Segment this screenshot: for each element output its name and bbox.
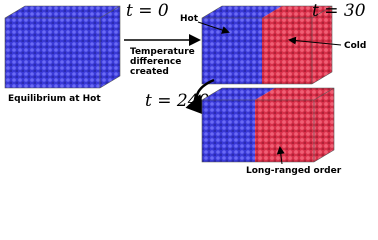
label-hot: Hot	[180, 14, 199, 24]
caption: Long-ranged order	[246, 166, 342, 176]
time-label: t = 240	[145, 91, 210, 111]
time-label: t = 30	[312, 1, 366, 21]
time-label: t = 0	[126, 1, 169, 21]
arrow	[185, 78, 215, 116]
arrow	[197, 21, 230, 34]
label-cold: Cold	[344, 41, 366, 51]
figure: t = 0 Equilibrium at Hot Temperature dif…	[4, 1, 366, 176]
cube-ordered	[201, 87, 335, 163]
caption: created	[130, 67, 169, 77]
cube-equilibrium	[4, 5, 121, 89]
caption: Temperature	[130, 47, 195, 57]
caption: Equilibrium at Hot	[8, 94, 101, 104]
arrow	[276, 146, 285, 165]
cube-gradient	[201, 5, 333, 85]
arrow	[288, 36, 342, 46]
caption: difference	[130, 57, 181, 67]
